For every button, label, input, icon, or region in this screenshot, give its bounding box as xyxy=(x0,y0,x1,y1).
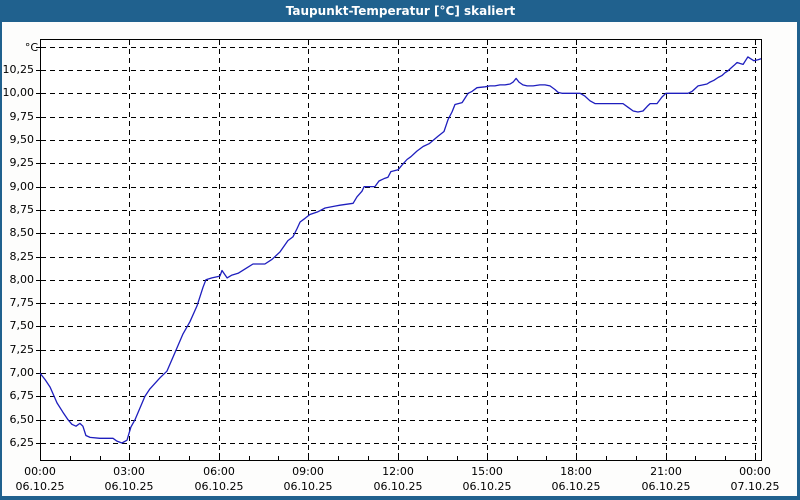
x-tick-date: 06.10.25 xyxy=(194,480,244,493)
x-tick-time: 06:00 xyxy=(203,465,235,478)
x-tick-time: 12:00 xyxy=(382,465,414,478)
y-tick-label: 8,25 xyxy=(9,250,35,263)
y-tick-label: 10,25 xyxy=(2,63,35,76)
y-tick-label: 6,75 xyxy=(9,389,35,402)
x-tick-label: 00:00 07.10.25 xyxy=(720,464,790,494)
series-line-taupunkt xyxy=(39,56,762,444)
y-tick-label: 6,25 xyxy=(9,436,35,449)
x-tick-time: 09:00 xyxy=(292,465,324,478)
x-tick-date: 06.10.25 xyxy=(15,480,65,493)
x-tick-date: 06.10.25 xyxy=(641,480,691,493)
y-tick-label: 7,50 xyxy=(9,319,35,332)
y-axis-unit-label: °C xyxy=(24,41,38,54)
y-tick-label: 8,50 xyxy=(9,226,35,239)
y-tick-label: 6,50 xyxy=(9,413,35,426)
y-tick-label: 7,25 xyxy=(9,343,35,356)
y-tick-label: 7,75 xyxy=(9,296,35,309)
x-tick-time: 15:00 xyxy=(471,465,503,478)
x-tick-label: 15:00 06.10.25 xyxy=(452,464,522,494)
x-tick-label: 03:00 06.10.25 xyxy=(94,464,164,494)
x-tick-label: 06:00 06.10.25 xyxy=(184,464,254,494)
x-tick-date: 06.10.25 xyxy=(104,480,154,493)
x-tick-label: 12:00 06.10.25 xyxy=(363,464,433,494)
y-tick-label: 9,50 xyxy=(9,133,35,146)
x-tick-label: 00:00 06.10.25 xyxy=(5,464,75,494)
x-tick-time: 00:00 xyxy=(739,465,771,478)
x-tick-date: 06.10.25 xyxy=(551,480,601,493)
x-tick-time: 18:00 xyxy=(560,465,592,478)
plot-frame xyxy=(40,39,762,461)
y-tick-label: 10,00 xyxy=(2,86,35,99)
x-tick-date: 06.10.25 xyxy=(373,480,423,493)
y-tick-label: 8,00 xyxy=(9,273,35,286)
x-tick-label: 21:00 06.10.25 xyxy=(631,464,701,494)
window-title: Taupunkt-Temperatur [°C] skaliert xyxy=(2,0,797,22)
x-tick-time: 00:00 xyxy=(24,465,56,478)
y-tick-label: 9,25 xyxy=(9,156,35,169)
y-tick-label: 8,75 xyxy=(9,203,35,216)
x-tick-label: 18:00 06.10.25 xyxy=(541,464,611,494)
y-tick-label: 9,00 xyxy=(9,180,35,193)
x-tick-date: 07.10.25 xyxy=(730,480,780,493)
x-tick-date: 06.10.25 xyxy=(462,480,512,493)
x-tick-date: 06.10.25 xyxy=(283,480,333,493)
y-tick-label: 7,00 xyxy=(9,366,35,379)
x-tick-time: 03:00 xyxy=(113,465,145,478)
y-tick-label: 9,75 xyxy=(9,110,35,123)
x-tick-label: 09:00 06.10.25 xyxy=(273,464,343,494)
x-tick-time: 21:00 xyxy=(650,465,682,478)
